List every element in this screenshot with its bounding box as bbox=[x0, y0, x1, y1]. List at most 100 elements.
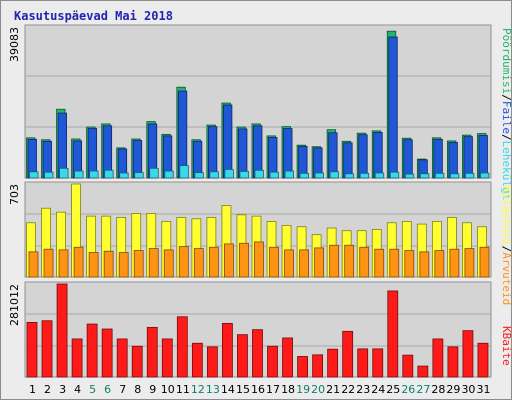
bar-sites-day-22 bbox=[344, 244, 355, 278]
bar-files-day-24 bbox=[373, 132, 383, 179]
bar-files-day-29 bbox=[448, 142, 458, 179]
day-label-31: 31 bbox=[476, 383, 490, 396]
bar-files-day-18 bbox=[283, 128, 293, 179]
bar-pages-day-5 bbox=[89, 170, 99, 179]
right-label-part: / bbox=[500, 246, 512, 253]
bar-pages-day-21 bbox=[329, 171, 340, 179]
bar-kbytes-day-24 bbox=[372, 348, 384, 378]
bar-sites-day-1 bbox=[28, 251, 39, 278]
right-label-part: / bbox=[500, 134, 512, 141]
bar-sites-day-4 bbox=[73, 246, 84, 278]
bar-pages-day-7 bbox=[119, 172, 129, 179]
bar-pages-day-16 bbox=[254, 169, 264, 179]
bar-kbytes-day-30 bbox=[462, 330, 474, 378]
bar-files-day-23 bbox=[358, 134, 368, 179]
bar-sites-day-11 bbox=[178, 246, 189, 278]
bar-pages-day-15 bbox=[239, 171, 249, 179]
bar-sites-day-9 bbox=[148, 248, 159, 278]
panel-max-label: 281012 bbox=[8, 284, 21, 326]
bar-pages-day-23 bbox=[359, 172, 370, 179]
bar-kbytes-day-22 bbox=[342, 330, 354, 378]
day-label-17: 17 bbox=[266, 383, 280, 396]
bar-files-day-26 bbox=[403, 139, 413, 179]
bar-pages-day-26 bbox=[404, 173, 415, 179]
bar-kbytes-day-3 bbox=[56, 283, 68, 378]
day-label-21: 21 bbox=[326, 383, 340, 396]
bar-kbytes-day-31 bbox=[477, 342, 489, 378]
day-label-4: 4 bbox=[74, 383, 81, 396]
right-label-part: Faile bbox=[500, 101, 512, 134]
bar-pages-day-13 bbox=[209, 171, 219, 179]
bar-pages-day-3 bbox=[59, 167, 69, 179]
bar-pages-day-12 bbox=[194, 172, 204, 179]
bar-sites-day-30 bbox=[464, 248, 475, 278]
day-label-23: 23 bbox=[356, 383, 370, 396]
bar-files-day-14 bbox=[223, 104, 233, 179]
panel-1: 39083 bbox=[8, 24, 492, 179]
bar-kbytes-day-6 bbox=[101, 328, 113, 378]
bar-sites-day-14 bbox=[224, 243, 234, 278]
day-label-15: 15 bbox=[236, 383, 250, 396]
bar-sites-day-24 bbox=[374, 248, 385, 278]
bar-sites-day-21 bbox=[329, 244, 340, 278]
bar-kbytes-day-23 bbox=[357, 348, 369, 378]
bar-sites-day-19 bbox=[299, 249, 309, 278]
bar-sites-day-27 bbox=[419, 251, 430, 278]
bar-kbytes-day-12 bbox=[191, 342, 203, 378]
bar-sites-day-17 bbox=[269, 246, 279, 278]
bar-kbytes-day-21 bbox=[327, 348, 339, 378]
bar-pages-day-8 bbox=[134, 172, 144, 179]
right-label-part: Pöördumisi bbox=[500, 28, 512, 94]
bar-pages-day-25 bbox=[389, 171, 400, 179]
bar-sites-day-7 bbox=[118, 252, 129, 278]
bar-pages-day-17 bbox=[269, 171, 279, 179]
day-label-22: 22 bbox=[341, 383, 355, 396]
bar-pages-day-2 bbox=[44, 171, 54, 179]
bar-kbytes-day-19 bbox=[297, 356, 308, 378]
bar-sites-day-25 bbox=[389, 248, 400, 278]
bar-sites-day-13 bbox=[208, 246, 219, 278]
bar-files-day-21 bbox=[328, 132, 338, 179]
bar-pages-day-10 bbox=[164, 170, 174, 179]
bar-sites-day-8 bbox=[133, 250, 144, 278]
right-axis-labels: Pöördumisi/Faile/LehekülgiKülastusi/Arvu… bbox=[500, 28, 512, 366]
bar-kbytes-day-7 bbox=[116, 338, 128, 378]
day-label-24: 24 bbox=[371, 383, 385, 396]
day-label-13: 13 bbox=[206, 383, 220, 396]
bar-sites-day-23 bbox=[359, 246, 370, 278]
day-label-6: 6 bbox=[104, 383, 111, 396]
chart-title: Kasutuspäevad Mai 2018 bbox=[14, 9, 173, 23]
bar-pages-day-28 bbox=[434, 172, 445, 179]
bar-pages-day-11 bbox=[179, 165, 189, 179]
bar-pages-day-27 bbox=[419, 173, 430, 179]
bar-sites-day-5 bbox=[88, 252, 99, 278]
panel-max-label: 39083 bbox=[8, 27, 21, 62]
bar-pages-day-18 bbox=[284, 170, 294, 179]
day-label-16: 16 bbox=[251, 383, 265, 396]
day-label-28: 28 bbox=[431, 383, 445, 396]
bar-sites-day-16 bbox=[254, 241, 264, 278]
bar-kbytes-day-28 bbox=[432, 338, 444, 378]
right-label-bottom: KBaite bbox=[500, 326, 512, 366]
bar-sites-day-26 bbox=[404, 250, 415, 278]
day-label-11: 11 bbox=[176, 383, 190, 396]
bar-files-day-22 bbox=[343, 142, 353, 179]
bar-kbytes-day-10 bbox=[161, 338, 173, 378]
bar-kbytes-day-17 bbox=[267, 345, 278, 378]
bar-kbytes-day-16 bbox=[252, 329, 263, 378]
day-label-5: 5 bbox=[89, 383, 96, 396]
bar-sites-day-29 bbox=[449, 248, 460, 278]
bar-files-day-25 bbox=[388, 36, 398, 179]
bar-files-day-28 bbox=[433, 138, 443, 179]
right-label-part: Lehekülgi bbox=[500, 141, 512, 201]
bar-sites-day-2 bbox=[43, 248, 54, 278]
bar-kbytes-day-25 bbox=[387, 290, 399, 378]
day-label-18: 18 bbox=[281, 383, 295, 396]
bar-kbytes-day-27 bbox=[417, 365, 429, 378]
bar-pages-day-1 bbox=[29, 171, 39, 179]
bar-files-day-11 bbox=[177, 90, 188, 179]
bar-pages-day-14 bbox=[224, 169, 234, 179]
bar-sites-day-12 bbox=[193, 248, 204, 278]
bar-pages-day-29 bbox=[450, 173, 460, 179]
